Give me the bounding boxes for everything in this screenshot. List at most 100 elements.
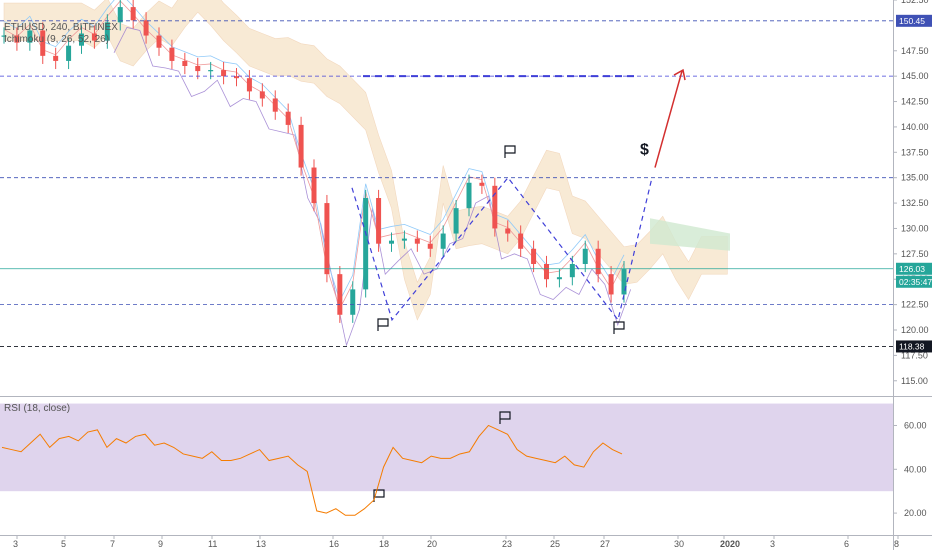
price-tag-label: 150.45 [899,16,925,26]
time-tick-label: 16 [329,539,339,549]
price-tick-label: 135.00 [901,173,929,183]
candle-body [531,248,537,264]
candle-body [324,203,330,275]
candle-body [350,289,356,315]
price-tick-label: 130.00 [901,223,929,233]
candle-body [14,35,20,43]
rsi-header: RSI (18, close) [4,403,71,414]
time-tick-label: 11 [208,539,217,549]
candle-body [27,30,33,43]
ichimoku-cloud-green [650,218,730,251]
price-tick-label: 140.00 [901,122,929,132]
dollar-annotation: $ [640,141,649,158]
candle-body [311,167,317,204]
candle-body [453,208,459,234]
candle-body [363,198,369,290]
candle-body [440,233,446,249]
candle-body [143,20,149,36]
time-tick-label: 5 [61,539,66,549]
price-tick-label: 152.50 [901,0,929,5]
candle-body [505,228,511,234]
time-tick-label: 30 [674,539,684,549]
price-tick-label: 115.00 [901,376,928,386]
rsi-line [1,424,623,516]
candle-body [569,264,575,278]
candle-body [285,111,291,125]
candle-body [53,55,59,61]
rsi-tick-label: 60.00 [904,420,927,430]
candle-body [427,243,433,249]
price-tick-label: 122.50 [901,300,929,310]
time-tick-label: 6 [844,539,849,549]
price-tick-label: 147.50 [901,46,929,56]
rsi-tick-label: 20.00 [904,508,927,518]
candle-body [169,47,175,61]
candle-body [479,182,485,186]
price-tick-label: 120.00 [901,325,929,335]
candle-body [156,35,162,48]
rsi-start-flag [373,489,385,502]
candle-body [195,66,201,72]
candle-body [556,277,562,280]
time-tick-label: 7 [110,539,115,549]
price-tag-label: 118.38 [899,341,925,351]
candle-body [208,70,214,72]
candle-body [40,30,46,56]
target-arrow [654,70,683,168]
candle-body [492,185,498,229]
price-tag-label: 02:35:47 [899,277,932,287]
candle-body [259,91,265,99]
time-tick-label: 25 [550,539,560,549]
candle-body [246,78,252,92]
candle-body [401,238,407,241]
candle-body [130,7,136,21]
candle-body [414,238,420,244]
time-tick-label: 9 [158,539,163,549]
candle-body [582,248,588,264]
candle-body [272,98,278,112]
time-tick-label: 3 [13,539,18,549]
candle-body [621,269,627,295]
candle-body [1,35,7,37]
candle-body [234,76,239,79]
time-tick-label: 13 [256,539,266,549]
candle-body [79,33,84,46]
candle-body [466,182,472,209]
target-arrowhead [673,68,686,81]
candle-body [221,70,227,77]
candle-body [104,22,110,41]
candle-body [66,45,72,61]
price-tick-label: 127.50 [901,249,929,259]
candle-body [117,7,123,23]
candle-body [182,60,188,66]
candle-body [518,233,524,249]
start-flag [377,318,389,331]
time-tick-label: 2020 [720,539,740,549]
rsi-tick-label: 40.00 [904,464,927,474]
price-tick-label: 137.50 [901,147,929,157]
time-tick-label: 20 [427,539,437,549]
time-tick-label: 8 [894,539,899,549]
price-tick-label: 145.00 [901,71,929,81]
rsi-checkered-flag [499,411,511,424]
candle-body [376,198,382,244]
price-tick-label: 142.50 [901,97,929,107]
price-tick-label: 117.50 [901,350,928,360]
price-tag-box [896,262,932,275]
checkered-flag [504,145,516,158]
time-tick-label: 27 [600,539,610,549]
candle-body [595,248,601,275]
candle-body [298,124,304,168]
symbol-header: ETHUSD, 240, BITFINEX [4,22,118,33]
price-tag-box [896,340,932,353]
price-tick-label: 132.50 [901,198,929,208]
price-tag-label: 126.03 [899,264,925,274]
pattern-dashed-line [351,176,653,322]
price-tag-box [896,275,932,288]
time-tick-label: 3 [770,539,775,549]
candle-body [389,240,394,244]
indicator-header: Ichimoku (9, 26, 52, 26) [4,34,110,45]
time-tick-label: 18 [379,539,389,549]
time-tick-label: 23 [502,539,512,549]
